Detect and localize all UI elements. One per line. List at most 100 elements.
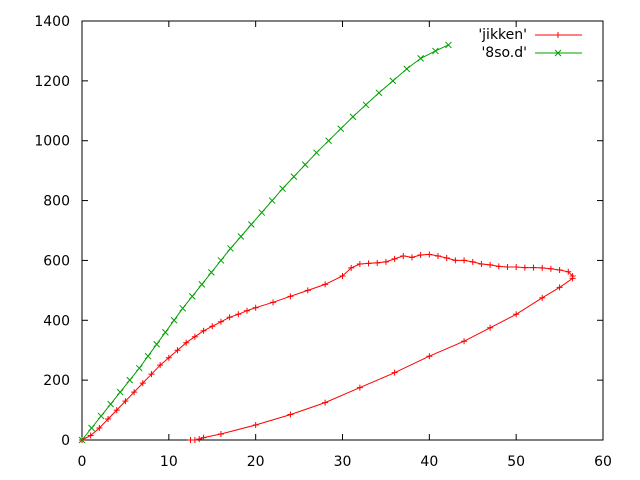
y-tick-label: 200: [43, 373, 70, 389]
data-point: [290, 173, 298, 180]
data-point: [226, 314, 233, 321]
data-point: [365, 260, 372, 267]
y-tick-label: 1200: [34, 74, 70, 90]
data-point: [162, 328, 169, 336]
data-point: [337, 125, 345, 133]
data-point: [495, 263, 502, 270]
data-point: [565, 268, 572, 275]
data-point: [539, 264, 546, 271]
data-point: [569, 275, 576, 282]
data-point: [478, 261, 485, 268]
data-point: [461, 257, 468, 264]
data-point: [148, 371, 155, 378]
data-point: [487, 261, 494, 268]
x-tick-label: 30: [334, 454, 352, 470]
data-point: [287, 293, 294, 300]
data-point: [400, 252, 407, 259]
series-line: [81, 253, 574, 441]
x-tick-label: 20: [247, 454, 265, 470]
data-point: [135, 364, 143, 372]
data-point: [348, 264, 355, 271]
data-point: [403, 65, 411, 73]
data-point: [144, 352, 152, 360]
data-point: [153, 340, 161, 348]
data-point: [191, 333, 198, 340]
data-point: [279, 185, 286, 192]
series-layer: [78, 41, 576, 444]
data-point: [113, 407, 120, 414]
y-tick-label: 1400: [34, 14, 70, 30]
data-point: [198, 281, 206, 288]
data-point: [362, 101, 370, 109]
y-tick-label: 1000: [34, 134, 70, 150]
series-0: [79, 251, 576, 443]
data-point: [426, 353, 433, 360]
data-point: [139, 380, 146, 387]
data-point: [247, 221, 255, 228]
data-point: [461, 338, 468, 345]
data-point: [96, 425, 103, 432]
legend-label-jikken: 'jikken': [478, 27, 527, 43]
data-point: [322, 399, 329, 406]
data-point: [304, 287, 311, 294]
data-point: [391, 255, 398, 262]
data-point: [157, 362, 164, 369]
data-point: [469, 258, 476, 265]
data-point: [243, 307, 250, 314]
data-point: [188, 292, 196, 300]
data-point: [374, 259, 381, 266]
data-point: [435, 252, 442, 259]
legend-marker-8so: [554, 49, 562, 57]
data-point: [88, 424, 95, 432]
data-point: [382, 258, 389, 265]
legend-label-8so: '8so.d': [481, 45, 527, 61]
y-tick-label: 400: [43, 313, 70, 329]
data-point: [179, 304, 187, 312]
data-point: [78, 436, 86, 444]
x-tick-label: 0: [78, 454, 87, 470]
y-tick-label: 0: [61, 433, 70, 449]
data-point: [504, 264, 511, 271]
data-point: [105, 416, 112, 423]
data-point: [487, 324, 494, 331]
series-line: [81, 44, 449, 441]
data-point: [252, 304, 259, 311]
data-point: [131, 389, 138, 396]
data-point: [107, 400, 115, 408]
data-point: [235, 311, 242, 318]
data-point: [443, 255, 450, 262]
data-point: [270, 299, 277, 306]
data-point: [356, 384, 363, 391]
data-point: [513, 264, 520, 271]
data-point: [200, 434, 207, 441]
data-point: [209, 323, 216, 330]
data-point: [87, 432, 94, 439]
legend-marker-jikken: [555, 32, 561, 38]
data-point: [126, 376, 134, 384]
data-point: [116, 388, 124, 396]
data-point: [187, 437, 194, 443]
data-point: [227, 245, 234, 252]
data-point: [513, 311, 520, 318]
data-point: [530, 264, 537, 271]
x-tick-label: 40: [420, 454, 438, 470]
data-point: [356, 261, 363, 268]
x-tick-label: 50: [507, 454, 525, 470]
data-point: [556, 284, 563, 291]
data-point: [200, 327, 207, 334]
data-point: [196, 436, 203, 443]
plot-frame: [81, 20, 604, 441]
data-point: [521, 264, 528, 271]
data-point: [556, 267, 563, 274]
data-point: [417, 55, 425, 62]
series-1: [78, 41, 452, 444]
y-tick-label: 800: [43, 194, 70, 210]
data-point: [258, 209, 266, 216]
legend: 'jikken' '8so.d': [478, 27, 582, 61]
data-point: [301, 161, 309, 169]
data-point: [237, 233, 245, 240]
data-point: [539, 294, 546, 301]
data-point: [287, 411, 294, 418]
